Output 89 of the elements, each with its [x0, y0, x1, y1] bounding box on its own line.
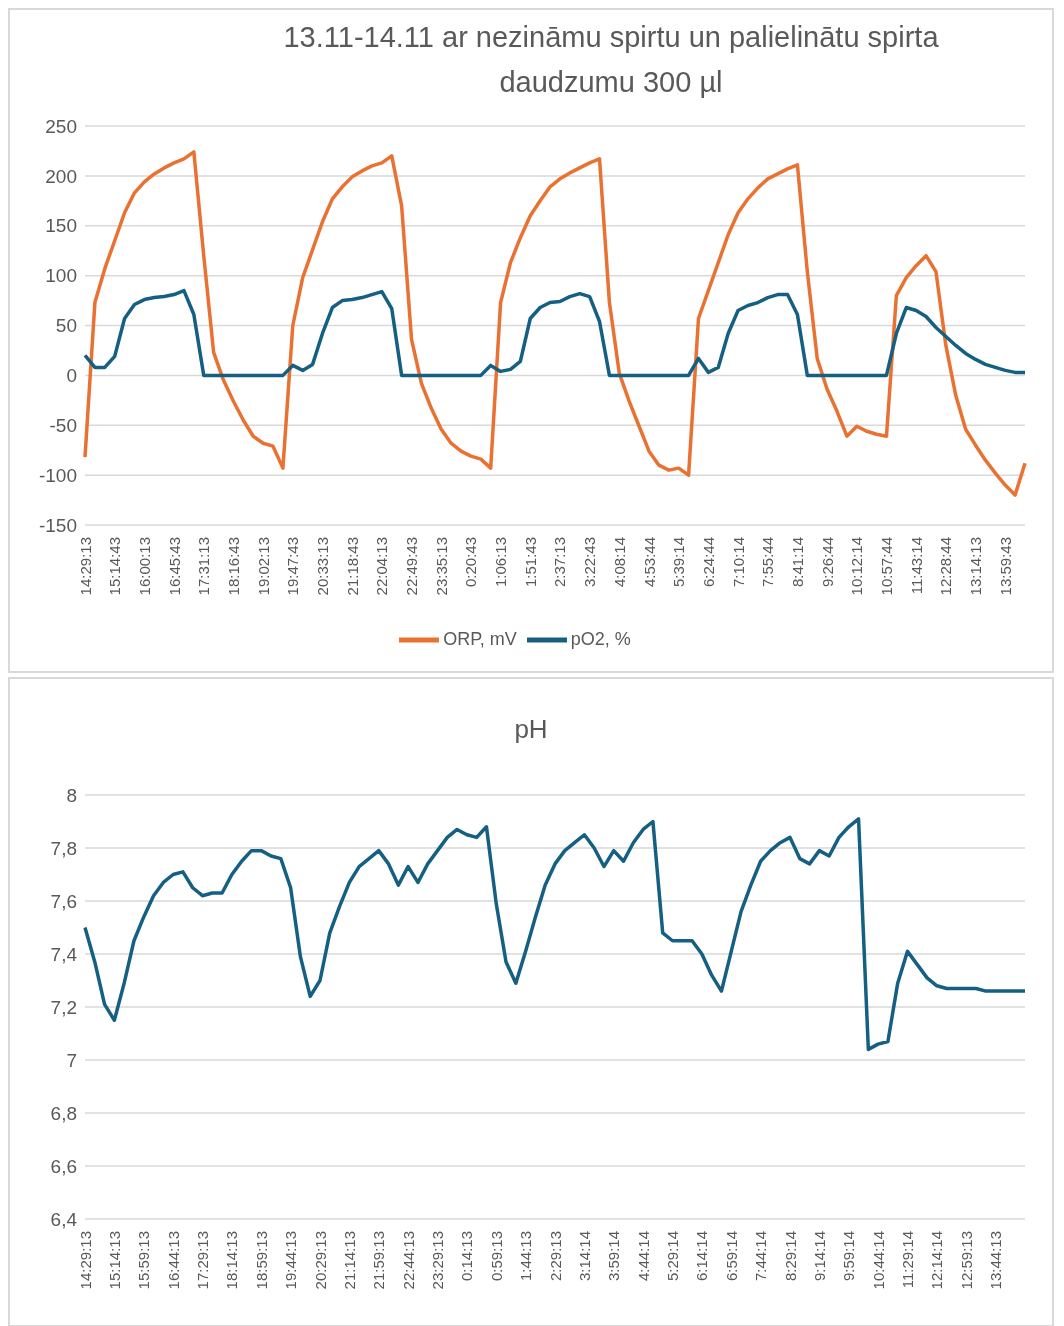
x-tick-label: 15:14:13: [105, 1231, 123, 1290]
x-tick-label: 14:29:13: [76, 537, 94, 596]
y-tick-label: -150: [38, 514, 77, 536]
x-tick-label: 19:44:13: [282, 1231, 300, 1290]
x-tick-label: 14:29:13: [76, 1231, 94, 1290]
y-tick-label: 8: [66, 784, 77, 806]
x-tick-label: 16:45:43: [165, 537, 183, 596]
x-tick-label: 7:55:44: [759, 537, 777, 588]
x-tick-label: 9:14:14: [810, 1231, 828, 1282]
y-tick-label: 250: [45, 115, 77, 137]
x-tick-label: 8:41:14: [788, 537, 806, 588]
x-tick-label: 18:59:13: [252, 1231, 270, 1290]
y-tick-label: -100: [38, 464, 77, 486]
y-tick-label: 100: [45, 265, 77, 287]
x-tick-label: 0:20:43: [462, 537, 480, 588]
x-tick-label: 11:43:14: [907, 537, 925, 595]
x-tick-label: 16:44:13: [164, 1231, 182, 1290]
x-tick-label: 22:44:13: [399, 1231, 417, 1290]
y-tick-label: 7,8: [50, 837, 77, 859]
y-tick-label: 0: [66, 365, 77, 387]
x-tick-label: 18:14:13: [223, 1231, 241, 1290]
x-tick-label: 6:14:14: [693, 1231, 711, 1282]
x-tick-label: 9:26:44: [818, 537, 836, 588]
x-tick-label: 10:12:14: [848, 537, 866, 596]
x-tick-label: 8:29:14: [781, 1231, 799, 1282]
x-tick-label: 3:22:43: [581, 537, 599, 588]
x-tick-label: 21:14:13: [340, 1231, 358, 1290]
x-tick-label: 23:29:13: [429, 1231, 446, 1290]
x-tick-label: 4:44:14: [634, 1231, 652, 1282]
y-tick-label: 200: [45, 165, 77, 187]
x-tick-label: 10:57:44: [877, 537, 895, 596]
line-series: [83, 288, 1027, 378]
x-tick-label: 15:59:13: [135, 1231, 153, 1290]
x-tick-label: 4:53:44: [640, 537, 658, 588]
x-tick-label: 11:29:14: [899, 1231, 916, 1289]
x-tick-label: 16:00:13: [135, 537, 153, 596]
x-tick-label: 7:10:14: [729, 537, 747, 588]
x-tick-label: 18:16:43: [224, 537, 242, 596]
legend-label: pO2, %: [570, 628, 631, 649]
x-tick-label: 13:59:43: [996, 537, 1014, 596]
y-tick-label: 150: [45, 215, 77, 237]
x-tick-label: 5:39:14: [670, 537, 688, 588]
x-tick-label: 17:29:13: [194, 1231, 211, 1290]
x-tick-label: 21:59:13: [370, 1231, 388, 1290]
x-tick-label: 13:14:13: [967, 537, 985, 596]
x-tick-label: 20:29:13: [311, 1231, 329, 1290]
x-tick-label: 22:49:43: [403, 537, 421, 596]
x-tick-label: 5:29:14: [664, 1231, 681, 1282]
x-tick-label: 1:51:43: [521, 537, 539, 588]
line-series: [83, 817, 1027, 1052]
y-tick-label: -50: [49, 414, 77, 436]
chart-title: 13.11-14.11 ar nezināmu spirtu un palielinātu spirta daudzumu 300 µl: [282, 20, 940, 100]
x-tick-label: 17:31:13: [195, 537, 213, 596]
x-tick-label: 6:24:44: [699, 537, 717, 588]
chart-title: pH: [514, 712, 548, 746]
x-tick-label: 19:47:43: [284, 537, 302, 596]
y-tick-label: 6,8: [50, 1102, 77, 1124]
y-tick-label: 7: [66, 1049, 77, 1071]
y-tick-label: 6,4: [50, 1208, 78, 1230]
x-tick-label: 1:06:13: [492, 537, 510, 588]
x-tick-label: 0:14:13: [458, 1231, 476, 1282]
x-tick-label: 7:44:14: [752, 1231, 770, 1282]
x-tick-label: 21:18:43: [343, 537, 361, 596]
y-tick-label: 6,6: [50, 1155, 77, 1177]
x-tick-label: 20:33:13: [313, 537, 331, 596]
x-tick-label: 10:44:14: [869, 1231, 887, 1290]
x-tick-label: 22:04:13: [373, 537, 391, 596]
x-tick-label: 3:59:14: [605, 1231, 623, 1282]
x-tick-label: 1:44:13: [517, 1231, 535, 1282]
y-tick-label: 50: [55, 315, 77, 337]
x-tick-label: 23:35:13: [432, 537, 450, 596]
x-tick-label: 2:29:13: [546, 1231, 564, 1282]
y-tick-label: 7,4: [50, 943, 78, 965]
x-tick-label: 12:14:14: [928, 1231, 946, 1290]
x-tick-label: 0:59:13: [487, 1231, 505, 1282]
x-tick-label: 13:44:13: [987, 1231, 1005, 1290]
y-tick-label: 7,2: [50, 996, 77, 1018]
x-tick-label: 19:02:13: [254, 537, 272, 596]
x-tick-label: 3:14:14: [575, 1231, 593, 1282]
y-tick-label: 7,6: [50, 890, 77, 912]
x-tick-label: 9:59:14: [840, 1231, 858, 1282]
x-tick-label: 12:28:44: [937, 537, 955, 596]
x-tick-label: 2:37:13: [551, 537, 569, 588]
x-tick-label: 6:59:14: [722, 1231, 740, 1282]
x-tick-label: 12:59:13: [957, 1231, 975, 1290]
x-tick-label: 15:14:43: [106, 537, 124, 596]
legend-label: ORP, mV: [443, 628, 517, 649]
line-series: [83, 150, 1027, 497]
x-tick-label: 4:08:14: [610, 537, 628, 588]
